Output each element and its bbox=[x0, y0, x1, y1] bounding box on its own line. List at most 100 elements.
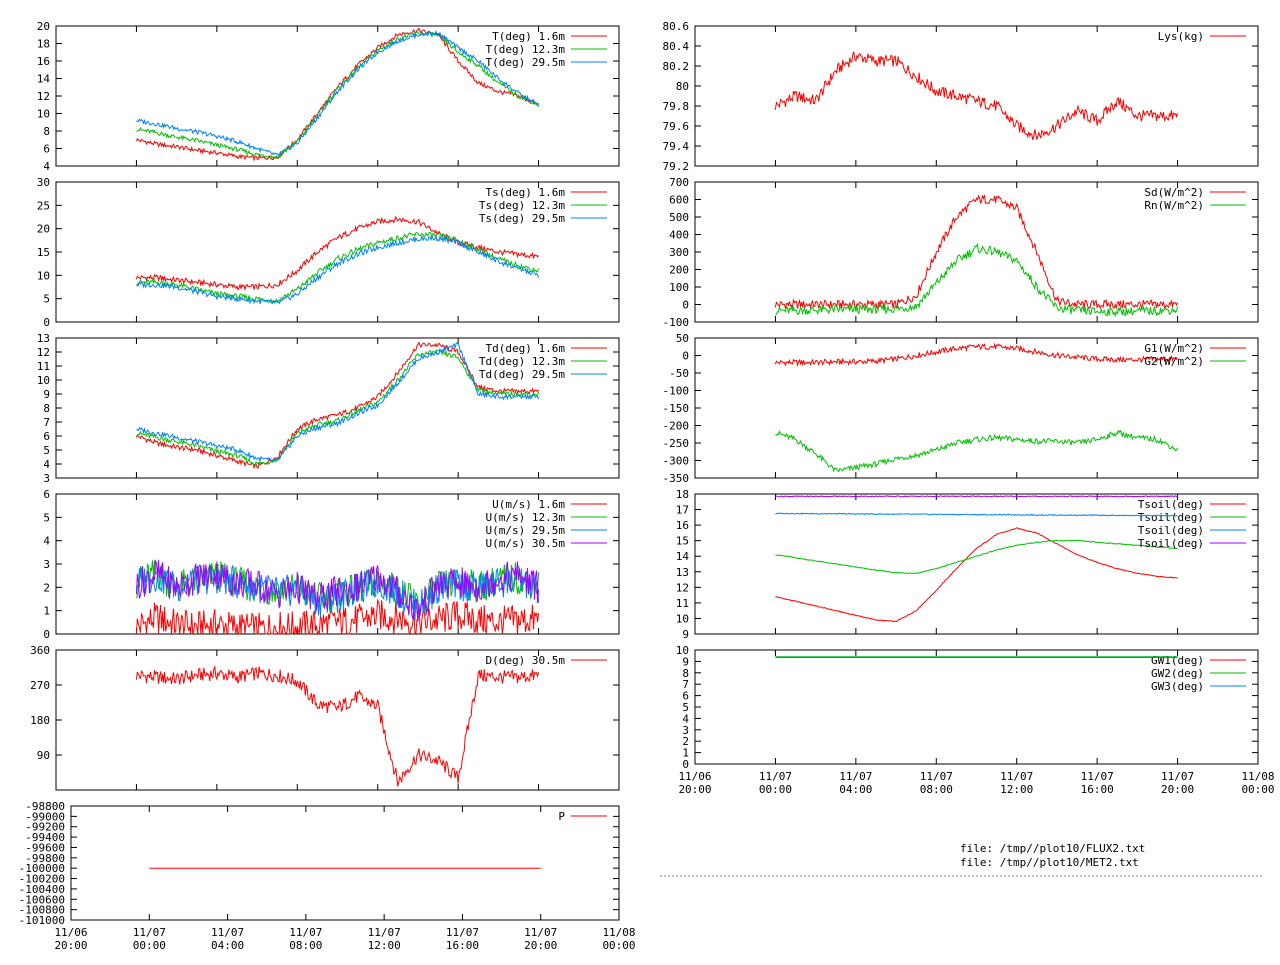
lysimeter-ytick-label: 80.6 bbox=[663, 20, 690, 33]
dewpoint-ytick-label: 5 bbox=[43, 444, 50, 457]
wind-speed-ytick-label: 4 bbox=[43, 535, 50, 548]
wind-dir-frame bbox=[55, 649, 620, 791]
groundwater-ytick-label: 4 bbox=[682, 712, 689, 725]
wind-speed-ytick-label: 3 bbox=[43, 558, 50, 571]
groundwater-xtick-label: 04:00 bbox=[839, 783, 872, 796]
lysimeter-ytick-label: 79.4 bbox=[663, 140, 690, 153]
pressure-ytick-label: -101000 bbox=[19, 914, 65, 927]
air-temp-ytick-label: 4 bbox=[43, 160, 50, 173]
dewpoint-ytick-label: 9 bbox=[43, 388, 50, 401]
groundwater-xtick-label: 11/08 bbox=[1241, 770, 1274, 783]
groundwater-xtick-label: 11/06 bbox=[678, 770, 711, 783]
air-temp-ytick-label: 16 bbox=[37, 55, 50, 68]
groundwater-xtick-label: 20:00 bbox=[678, 783, 711, 796]
groundwater-xtick-label: 00:00 bbox=[759, 783, 792, 796]
radiation-legend-label: Sd(W/m^2) bbox=[1144, 186, 1204, 199]
ground-flux-ytick-label: -150 bbox=[663, 402, 690, 415]
file-line-met: file: /tmp//plot10/MET2.txt bbox=[960, 856, 1139, 869]
soil-temp-ytick-label: 11 bbox=[676, 597, 689, 610]
surface-temp-ytick-label: 25 bbox=[37, 199, 50, 212]
surface-temp-series-line bbox=[136, 234, 540, 305]
radiation-ytick-label: 0 bbox=[682, 299, 689, 312]
surface-temp-ytick-label: 5 bbox=[43, 293, 50, 306]
soil-temperature-chart: 9101112131415161718Tsoil(deg)Tsoil(deg)T… bbox=[676, 488, 1259, 641]
ground-flux-series-line bbox=[775, 429, 1179, 473]
air-temperature-chart: 4 6 8 10 12 14 16 18 20 T(deg) 1.6mT(deg) 12.3mT(… bbox=[37, 20, 620, 173]
pressure-ytick-label: -100200 bbox=[19, 873, 65, 886]
air-temp-ytick-label: 20 bbox=[37, 20, 50, 33]
groundwater-xtick-label: 11/07 bbox=[839, 770, 872, 783]
lysimeter-ytick-label: 79.8 bbox=[663, 100, 690, 113]
lysimeter-legend-label: Lys(kg) bbox=[1158, 30, 1204, 43]
ground-flux-ytick-label: 0 bbox=[682, 350, 689, 363]
soil-temp-series-line bbox=[775, 512, 1178, 517]
air-temp-ytick-label: 18 bbox=[37, 38, 50, 51]
air-temp-ytick-label: 8 bbox=[43, 125, 50, 138]
groundwater-ytick-label: 2 bbox=[682, 735, 689, 748]
ground-flux-legend-label: G2(W/m^2) bbox=[1144, 355, 1204, 368]
wind-dir-ytick-label: 180 bbox=[30, 714, 50, 727]
radiation-ytick-label: 700 bbox=[669, 176, 689, 189]
groundwater-legend-label: GW1(deg) bbox=[1151, 654, 1204, 667]
groundwater-xtick-label: 11/07 bbox=[1000, 770, 1033, 783]
groundwater-ytick-label: 3 bbox=[682, 724, 689, 737]
air-temp-legend-label: T(deg) 12.3m bbox=[486, 43, 566, 56]
ground-flux-ytick-label: -350 bbox=[663, 472, 690, 485]
radiation-series-line bbox=[775, 242, 1179, 318]
groundwater-ytick-label: 0 bbox=[682, 758, 689, 771]
ground-flux-ytick-label: -250 bbox=[663, 437, 690, 450]
wind-speed-legend-label: U(m/s) 1.6m bbox=[492, 498, 565, 511]
radiation-ytick-label: 400 bbox=[669, 229, 689, 242]
wind-speed-series-line bbox=[135, 559, 540, 622]
dewpoint-legend-label: Td(deg) 12.3m bbox=[479, 355, 565, 368]
surface-temp-series-line bbox=[135, 215, 540, 292]
dewpoint-ytick-label: 6 bbox=[43, 430, 50, 443]
pressure-xtick-label: 04:00 bbox=[211, 939, 244, 952]
pressure-xtick-label: 16:00 bbox=[446, 939, 479, 952]
dewpoint-legend-label: Td(deg) 29.5m bbox=[479, 368, 565, 381]
pressure-ytick-label: -99800 bbox=[25, 852, 65, 865]
air-temp-series-line bbox=[136, 29, 540, 156]
wind-dir-series-line bbox=[135, 664, 540, 787]
pressure-xtick-label: 20:00 bbox=[54, 939, 87, 952]
groundwater-ytick-label: 9 bbox=[682, 655, 689, 668]
groundwater-xtick-label: 11/07 bbox=[1081, 770, 1114, 783]
air-temp-legend-label: T(deg) 29.5m bbox=[486, 56, 566, 69]
surface-temp-legend-label: Ts(deg) 1.6m bbox=[486, 186, 566, 199]
pressure-xtick-label: 00:00 bbox=[133, 939, 166, 952]
pressure-xtick-label: 11/07 bbox=[289, 926, 322, 939]
surface-temp-legend-label: Ts(deg) 29.5m bbox=[479, 212, 565, 225]
pressure-ytick-label: -99600 bbox=[25, 841, 65, 854]
soil-temp-ytick-label: 18 bbox=[676, 488, 689, 501]
wind-speed-legend-label: U(m/s) 12.3m bbox=[486, 511, 566, 524]
lysimeter-frame bbox=[694, 25, 1259, 167]
soil-temp-legend-label: Tsoil(deg) bbox=[1138, 524, 1204, 537]
ground-flux-ytick-label: -100 bbox=[663, 385, 690, 398]
groundwater-xtick-label: 16:00 bbox=[1081, 783, 1114, 796]
soil-temp-legend-label: Tsoil(deg) bbox=[1138, 498, 1204, 511]
dewpoint-ytick-label: 3 bbox=[43, 472, 50, 485]
groundwater-xtick-label: 11/07 bbox=[920, 770, 953, 783]
wind-dir-ytick-label: 360 bbox=[30, 644, 50, 657]
ground-flux-chart: -350 -300 -250 -200 -150 -100 -50 0 50 G1(W/m^2)G… bbox=[663, 332, 1259, 485]
groundwater-ytick-label: 7 bbox=[682, 678, 689, 691]
dewpoint-ytick-label: 12 bbox=[37, 346, 50, 359]
lysimeter-chart: 79.2 79.4 79.6 79.8 80 80.2 80.4 80.6 Lys(kg) bbox=[663, 20, 1259, 173]
lysimeter-ytick-label: 80.2 bbox=[663, 60, 690, 73]
dewpoint-ytick-label: 11 bbox=[37, 360, 50, 373]
wind-speed-series-line bbox=[135, 598, 540, 636]
wind-speed-legend-label: U(m/s) 30.5m bbox=[486, 537, 566, 550]
ground-flux-ytick-label: -200 bbox=[663, 420, 690, 433]
dewpoint-series-line bbox=[136, 342, 540, 464]
soil-temp-series-line bbox=[775, 539, 1178, 575]
groundwater-legend-label: GW2(deg) bbox=[1151, 667, 1204, 680]
pressure-xtick-label: 20:00 bbox=[524, 939, 557, 952]
pressure-ytick-label: -100800 bbox=[19, 904, 65, 917]
air-temp-series-line bbox=[135, 27, 539, 162]
pressure-frame bbox=[70, 805, 620, 921]
air-temp-ytick-label: 12 bbox=[37, 90, 50, 103]
wind-dir-legend-label: D(deg) 30.5m bbox=[486, 654, 566, 667]
